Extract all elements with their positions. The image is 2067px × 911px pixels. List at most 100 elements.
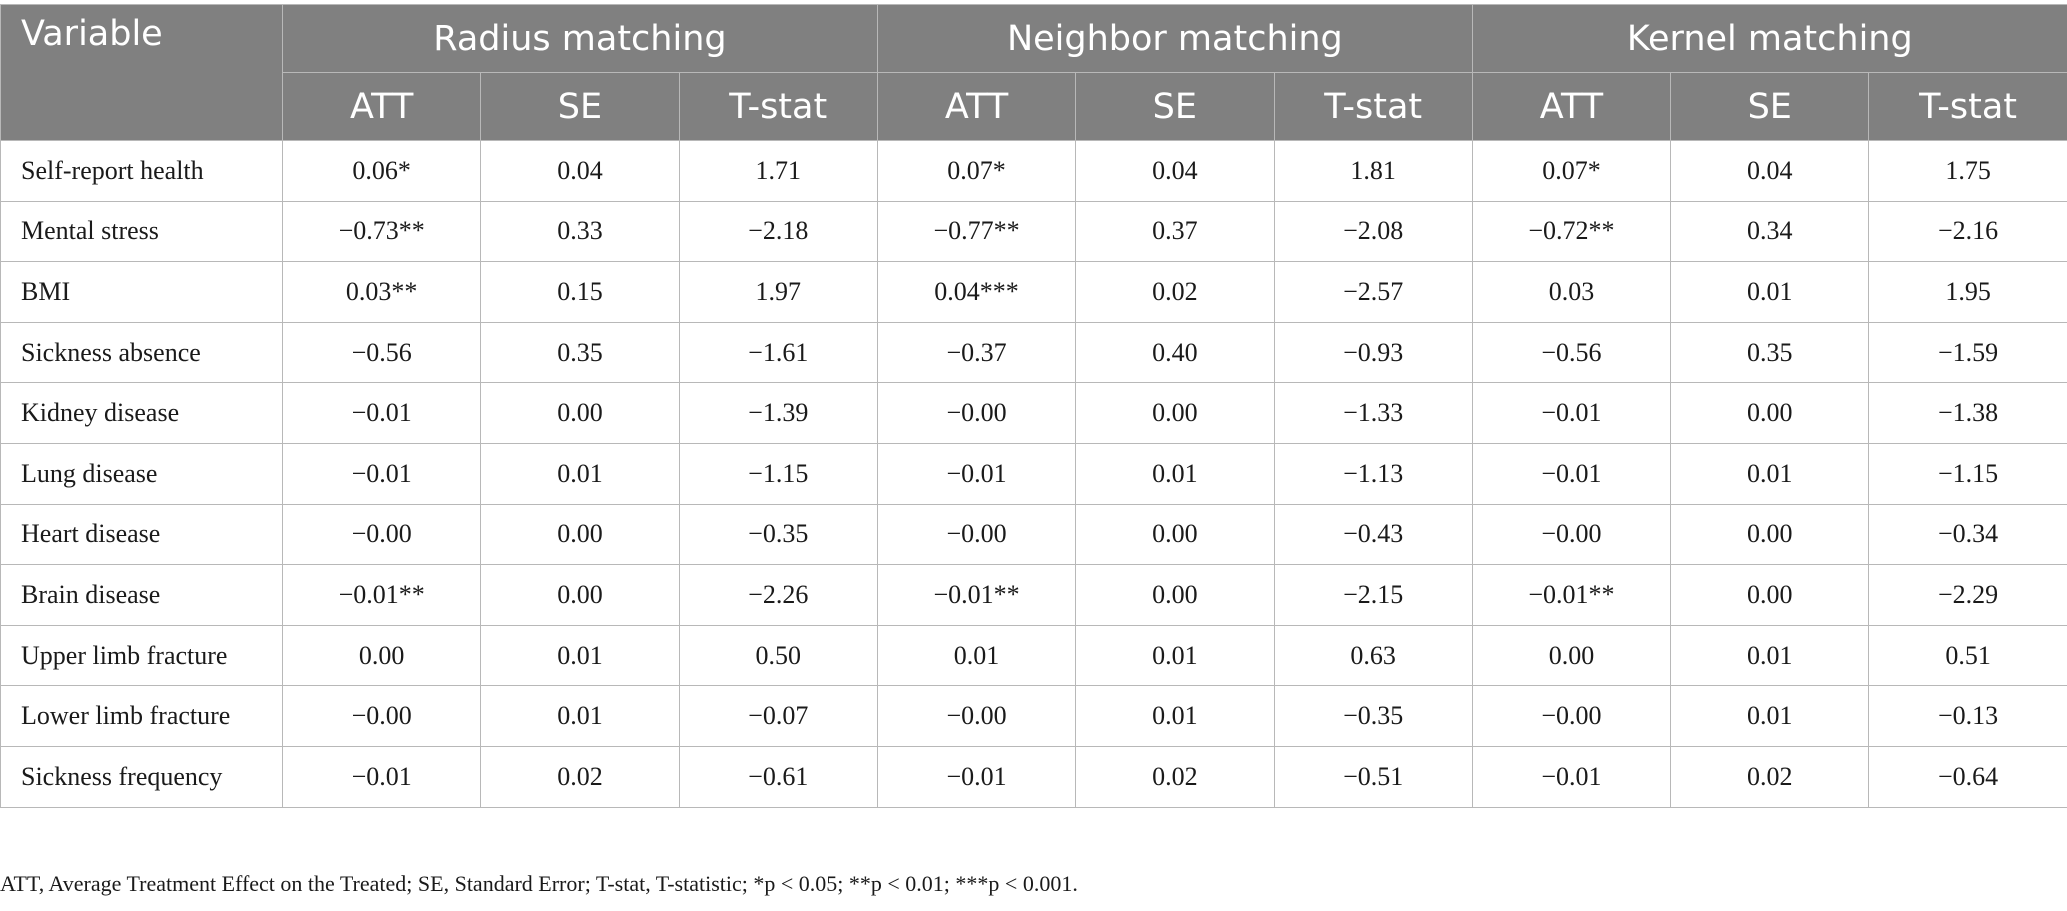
table-cell: −0.01 [1471,745,1672,808]
table-cell: 0.03 [1471,261,1672,323]
table-cell: −1.15 [1868,442,2067,505]
subcol-header: ATT [1471,72,1672,141]
subcol-header: SE [1075,72,1275,141]
table-cell: −0.73** [281,200,482,263]
table-body: Self-report health 0.06* 0.04 1.71 0.07* 0.04… [0,140,2067,808]
table-cell: −2.18 [678,200,878,263]
table-cell: 0.00 [1075,382,1275,444]
table-cell: −0.01** [1471,564,1672,626]
table-cell: −1.39 [678,382,878,444]
table-cell: 0.00 [1471,624,1672,687]
table-cell: 0.04 [1670,140,1870,202]
table-cell: 0.00 [1670,503,1870,566]
table-header: Variable Radius matching Neighbor matchi… [0,4,2067,141]
table-cell: 0.07* [876,140,1077,202]
table-cell: 0.01 [1075,624,1275,687]
table-cell: −0.00 [1471,503,1672,566]
table-cell: −0.51 [1273,745,1473,808]
table-cell: −0.00 [876,685,1077,747]
table-cell: −2.57 [1273,261,1473,323]
table-cell: 0.00 [480,564,680,626]
table-cell: −0.77** [876,200,1077,263]
table-cell: 0.01 [876,624,1077,687]
table-cell: −0.35 [678,503,878,566]
table-cell: 0.00 [1075,503,1275,566]
table-cell: 0.00 [281,624,482,687]
table-cell: 0.02 [1670,745,1870,808]
table-cell: −0.01** [281,564,482,626]
table-cell: 0.02 [1075,745,1275,808]
table-cell: 1.71 [678,140,878,202]
row-label: BMI [0,261,283,323]
table-cell: −1.13 [1273,442,1473,505]
table-cell: −0.01 [281,442,482,505]
table-cell: −0.37 [876,321,1077,384]
table-cell: −2.26 [678,564,878,626]
table-cell: −0.00 [876,503,1077,566]
table-cell: −0.61 [678,745,878,808]
table-cell: 0.01 [1075,442,1275,505]
group-header-radius: Radius matching [282,4,878,73]
table-cell: 0.01 [1670,442,1870,505]
row-label: Brain disease [0,564,283,626]
results-table-container: Variable Radius matching Neighbor matchi… [0,4,2067,808]
table-cell: −0.35 [1273,685,1473,747]
table-cell: 0.01 [1670,261,1870,323]
table-cell: 0.00 [480,382,680,444]
row-label: Mental stress [0,200,283,263]
table-cell: 0.00 [480,503,680,566]
table-cell: 0.01 [480,685,680,747]
table-cell: 1.97 [678,261,878,323]
table-cell: −0.01 [281,745,482,808]
table-row: Upper limb fracture 0.00 0.01 0.50 0.01 0.01 0… [0,624,2067,687]
subcol-header: ATT [876,72,1077,141]
row-label: Upper limb fracture [0,624,283,687]
table-cell: −0.00 [1471,685,1672,747]
table-cell: −0.01 [876,745,1077,808]
group-header-neighbor: Neighbor matching [876,4,1473,73]
table-cell: 0.00 [1075,564,1275,626]
row-label: Kidney disease [0,382,283,444]
table-cell: 0.37 [1075,200,1275,263]
table-cell: 0.01 [480,624,680,687]
row-label: Lower limb fracture [0,685,283,747]
row-label: Lung disease [0,442,283,505]
table-cell: 0.01 [1670,685,1870,747]
table-cell: 0.02 [1075,261,1275,323]
table-cell: 0.50 [678,624,878,687]
table-cell: −0.72** [1471,200,1672,263]
variable-header: Variable [0,4,283,141]
subcol-header: T-stat [1868,72,2067,141]
table-cell: 0.07* [1471,140,1672,202]
table-row: Mental stress −0.73** 0.33 −2.18 −0.77** 0.37… [0,200,2067,263]
table-row: Brain disease −0.01** 0.00 −2.26 −0.01** 0.00… [0,564,2067,626]
table-cell: 0.63 [1273,624,1473,687]
row-label: Self-report health [0,140,283,202]
table-cell: −0.00 [281,685,482,747]
row-label: Sickness frequency [0,745,283,808]
group-header-kernel: Kernel matching [1471,4,2067,73]
row-label: Sickness absence [0,321,283,384]
table-cell: −0.43 [1273,503,1473,566]
table-cell: −2.16 [1868,200,2067,263]
table-cell: 1.95 [1868,261,2067,323]
table-cell: −0.00 [281,503,482,566]
table-row: Heart disease −0.00 0.00 −0.35 −0.00 0.00 −0.4… [0,503,2067,566]
table-row: Lung disease −0.01 0.01 −1.15 −0.01 0.01 −1.13… [0,442,2067,505]
table-cell: 0.40 [1075,321,1275,384]
table-cell: 0.00 [1670,564,1870,626]
table-cell: −2.29 [1868,564,2067,626]
table-cell: −0.01 [876,442,1077,505]
subcol-header: SE [1670,72,1870,141]
table-cell: 0.04*** [876,261,1077,323]
table-cell: 0.04 [1075,140,1275,202]
table-cell: 1.75 [1868,140,2067,202]
table-cell: −0.64 [1868,745,2067,808]
table-row: Lower limb fracture −0.00 0.01 −0.07 −0.00 0.… [0,685,2067,747]
table-cell: −0.01 [281,382,482,444]
table-cell: −0.07 [678,685,878,747]
table-cell: 0.51 [1868,624,2067,687]
table-cell: 1.81 [1273,140,1473,202]
table-row: BMI 0.03** 0.15 1.97 0.04*** 0.02 −2.57 0.03 0.0… [0,261,2067,323]
table-cell: 0.02 [480,745,680,808]
